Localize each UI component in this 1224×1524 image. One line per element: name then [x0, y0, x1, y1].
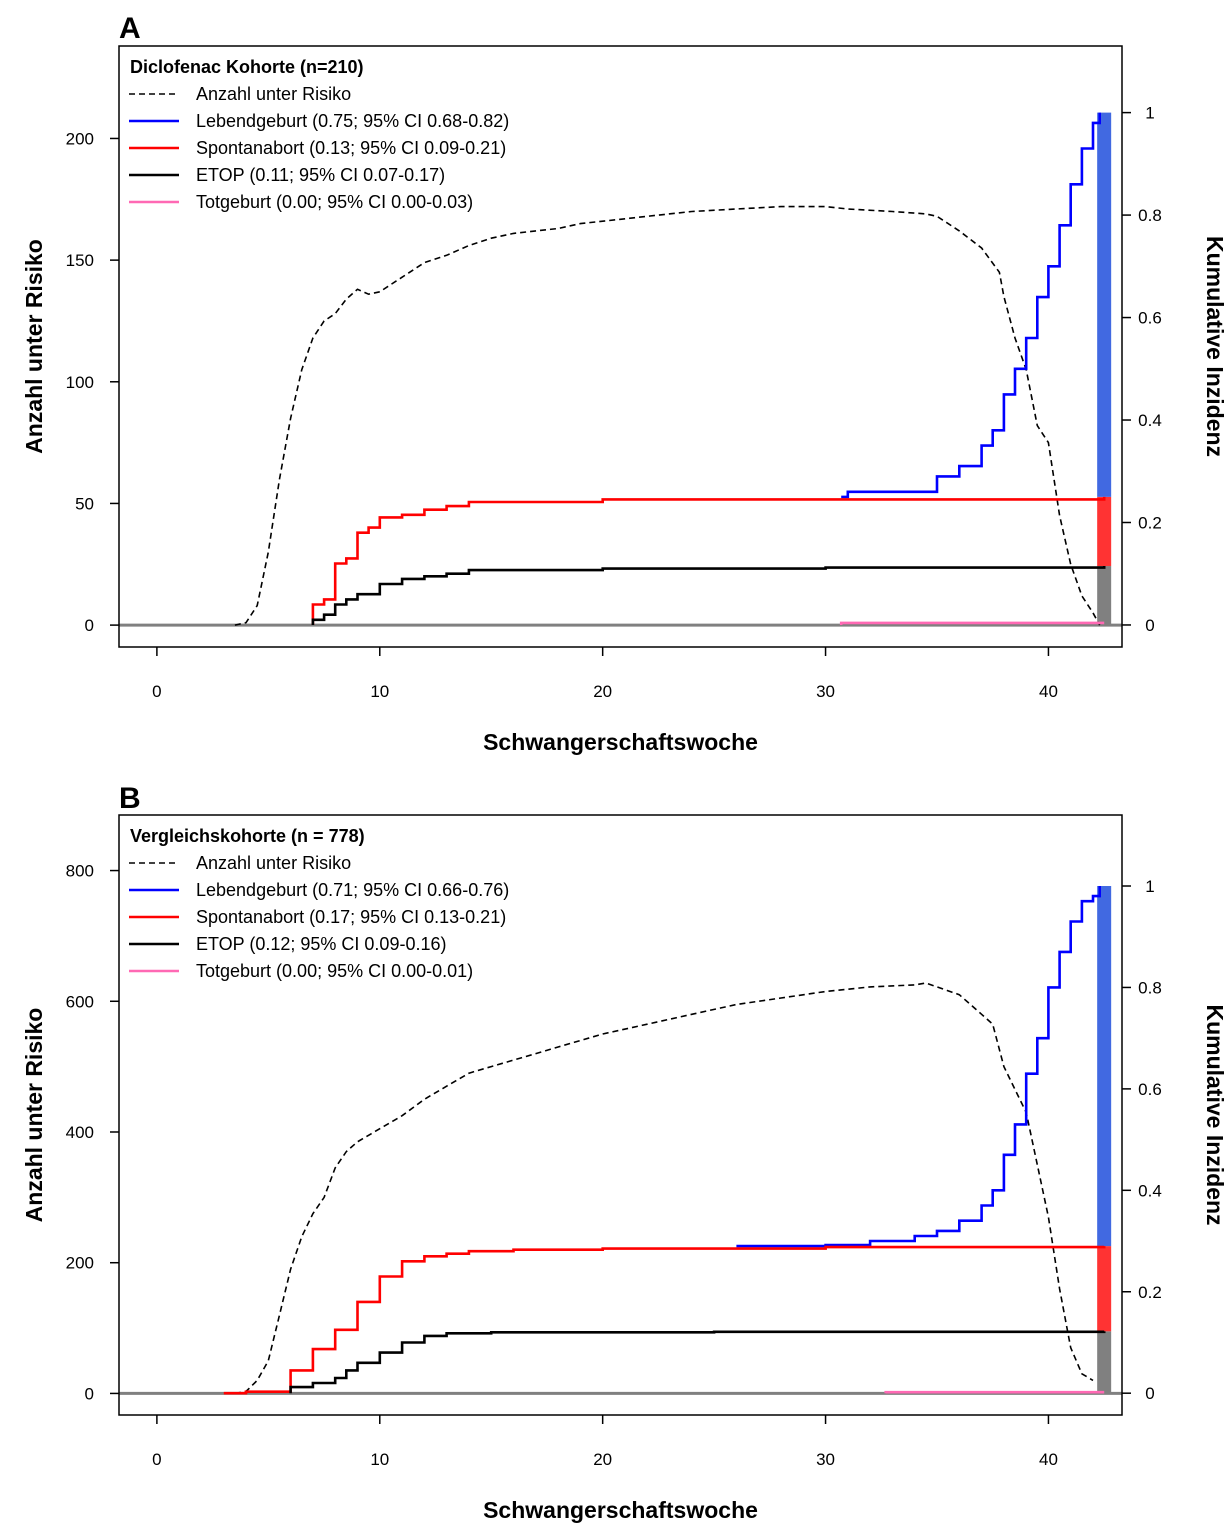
end-bar-etop: [1097, 1331, 1112, 1394]
y-tick-label: 150: [66, 251, 94, 270]
y-right-axis-title: Kumulative Inzidenz: [1202, 1004, 1224, 1225]
y-tick-label: 800: [66, 862, 94, 881]
y-right-tick-label: 0.2: [1138, 513, 1162, 532]
y-tick-label: 200: [66, 1254, 94, 1273]
series-line-etop: [311, 566, 1106, 625]
y-axis-title: Anzahl unter Risiko: [21, 1008, 47, 1223]
x-tick-label: 10: [370, 682, 389, 701]
end-bar-spontanabort: [1097, 496, 1112, 567]
x-tick-label: 30: [816, 682, 835, 701]
x-tick-label: 10: [370, 1450, 389, 1469]
end-bar-spontanabort: [1097, 1246, 1112, 1332]
x-tick-label: 20: [593, 682, 612, 701]
series-line-lebendgeburt: [841, 112, 1101, 499]
legend-label: ETOP (0.12; 95% CI 0.09-0.16): [196, 934, 446, 954]
plot-frame: [118, 45, 1123, 648]
legend-label: Lebendgeburt (0.71; 95% CI 0.66-0.76): [196, 880, 509, 900]
y-tick-label: 0: [85, 616, 94, 635]
y-tick-label: 600: [66, 992, 94, 1011]
series-line-anzahl-unter-risiko: [234, 982, 1094, 1395]
y-right-tick-label: 0.6: [1138, 1080, 1162, 1099]
series-line-totgeburt: [839, 621, 1105, 625]
legend-title: Diclofenac Kohorte (n=210): [130, 57, 364, 77]
y-tick-label: 100: [66, 373, 94, 392]
panel-a: A 0 10 20 30 40 0 50 100 150 200 0 0.2 0.4 0.6 0.8 1 Schw…: [21, 12, 1224, 755]
end-bar-lebendgeburt: [1097, 112, 1112, 497]
y-tick-label: 200: [66, 129, 94, 148]
series-line-lebendgeburt: [736, 886, 1101, 1248]
y-tick-label: 50: [75, 494, 94, 513]
legend-label: Totgeburt (0.00; 95% CI 0.00-0.01): [196, 961, 473, 981]
legend-title: Vergleichskohorte (n = 778): [130, 826, 365, 846]
y-right-tick-label: 0.4: [1138, 411, 1162, 430]
end-bar-lebendgeburt: [1097, 886, 1112, 1247]
x-tick-label: 40: [1039, 1450, 1058, 1469]
y-right-tick-label: 0.6: [1138, 309, 1162, 328]
panel-letter: A: [119, 12, 141, 45]
series-line-anzahl-unter-risiko: [234, 205, 1101, 626]
legend-label: Lebendgeburt (0.75; 95% CI 0.68-0.82): [196, 111, 509, 131]
legend-label: Anzahl unter Risiko: [196, 853, 351, 873]
y-axis-title: Anzahl unter Risiko: [21, 239, 47, 454]
y-right-tick-label: 0.4: [1138, 1181, 1162, 1200]
series-line-spontanabort: [223, 1245, 1106, 1395]
x-tick-label: 0: [152, 682, 161, 701]
x-tick-label: 0: [152, 1450, 161, 1469]
panel-letter: B: [119, 782, 141, 815]
y-right-tick-label: 1: [1145, 877, 1154, 896]
y-right-tick-label: 0.8: [1138, 978, 1162, 997]
y-right-tick-label: 0.8: [1138, 206, 1162, 225]
end-bar-etop: [1097, 566, 1112, 625]
legend-label: Anzahl unter Risiko: [196, 84, 351, 104]
y-right-tick-label: 0: [1145, 1384, 1154, 1403]
y-right-tick-label: 1: [1145, 104, 1154, 123]
x-axis-title: Schwangerschaftswoche: [483, 729, 758, 755]
legend-label: Totgeburt (0.00; 95% CI 0.00-0.03): [196, 192, 473, 212]
x-tick-label: 20: [593, 1450, 612, 1469]
y-right-axis-title: Kumulative Inzidenz: [1202, 236, 1224, 457]
y-right-tick-label: 0: [1145, 616, 1154, 635]
y-tick-label: 0: [85, 1384, 94, 1403]
x-axis-title: Schwangerschaftswoche: [483, 1497, 758, 1523]
x-tick-label: 30: [816, 1450, 835, 1469]
y-right-tick-label: 0.2: [1138, 1283, 1162, 1302]
legend-label: ETOP (0.11; 95% CI 0.07-0.17): [196, 165, 445, 185]
series-line-spontanabort: [311, 496, 1106, 625]
legend-label: Spontanabort (0.13; 95% CI 0.09-0.21): [196, 138, 506, 158]
series-line-etop: [289, 1330, 1106, 1394]
x-tick-label: 40: [1039, 682, 1058, 701]
plot-frame: [118, 814, 1123, 1416]
panel-b: B0 10 20 30 40020040060080000.20.40.60.81Sch…: [21, 782, 1224, 1523]
y-tick-label: 400: [66, 1123, 94, 1142]
series-line-totgeburt: [884, 1390, 1105, 1394]
legend-label: Spontanabort (0.17; 95% CI 0.13-0.21): [196, 907, 506, 927]
